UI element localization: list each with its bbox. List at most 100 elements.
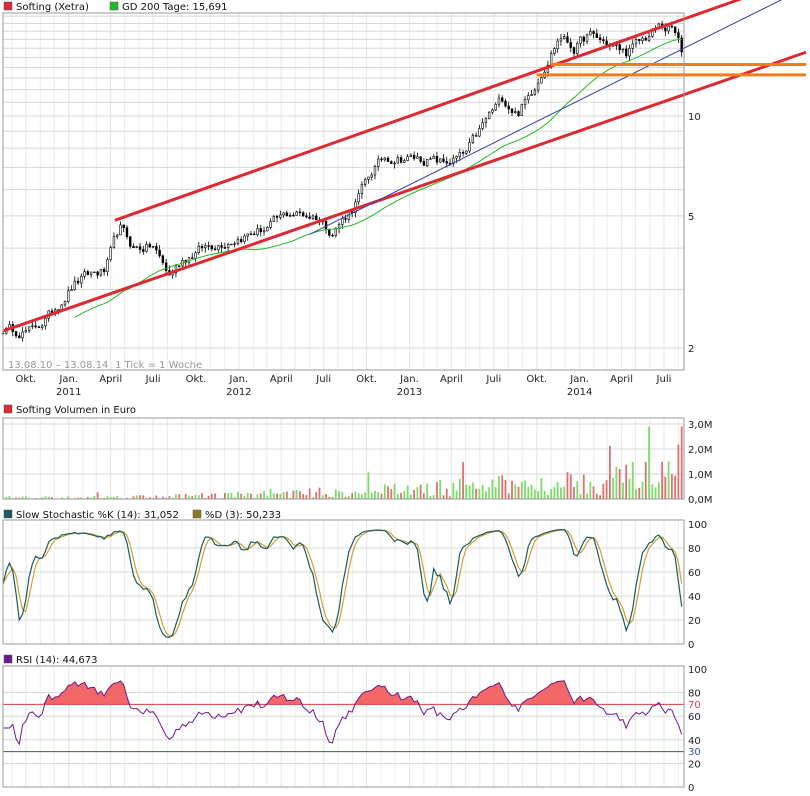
volume-bar xyxy=(540,477,543,499)
candle-body xyxy=(129,236,132,247)
volume-bar xyxy=(8,496,11,499)
candle-body xyxy=(282,212,285,216)
candle-body xyxy=(465,150,468,154)
candle-body xyxy=(288,214,292,217)
volume-bar xyxy=(305,495,308,499)
candle-body xyxy=(142,249,145,252)
volume-bar xyxy=(357,493,360,499)
candle-body xyxy=(520,104,523,116)
price-panel: 2 5 10 Softing (Xetra) GD 200 Tage: 15,691… xyxy=(1,0,807,371)
candle-body xyxy=(138,246,142,250)
stoch-d-line xyxy=(2,529,683,637)
volume-bar xyxy=(654,487,657,499)
volume-bar xyxy=(302,494,305,499)
candle-body xyxy=(474,135,478,137)
candle-body xyxy=(161,255,165,264)
candle-body xyxy=(298,211,302,214)
candle-body xyxy=(155,245,158,251)
volume-bar xyxy=(465,484,468,499)
volume-bar xyxy=(485,491,487,499)
candle-body xyxy=(246,233,249,237)
stoch-k-line xyxy=(2,528,683,639)
candle-body xyxy=(99,269,103,276)
volume-bar xyxy=(96,492,99,499)
volume-bar xyxy=(553,487,556,499)
candle-body xyxy=(148,243,152,248)
volume-bar xyxy=(664,476,667,499)
candle-body xyxy=(96,271,99,276)
candle-body xyxy=(569,42,572,48)
candle-body xyxy=(360,184,364,194)
volume-bar xyxy=(605,480,608,499)
price-y-tick: 5 xyxy=(688,212,694,223)
candle-body xyxy=(301,212,305,217)
candle-body xyxy=(471,135,475,143)
volume-bar xyxy=(47,496,50,499)
candle-body xyxy=(510,108,514,114)
candle-body xyxy=(406,156,409,161)
volume-bar xyxy=(390,489,393,499)
channel-upper-line xyxy=(114,0,743,222)
stoch-y-tick: 20 xyxy=(688,616,701,627)
candle-body xyxy=(76,280,80,284)
x-tick-label: Okt. xyxy=(15,374,36,385)
x-tick-label: Okt. xyxy=(526,374,547,385)
candle-body xyxy=(582,36,585,42)
candle-body xyxy=(631,43,634,49)
x-tick-label: April xyxy=(99,374,122,385)
volume-bar xyxy=(135,495,138,499)
candle-body xyxy=(507,105,510,110)
candle-body xyxy=(27,326,31,331)
volume-bar xyxy=(165,497,168,499)
candle-body xyxy=(194,252,197,259)
volume-bar xyxy=(227,493,230,499)
x-year-label: 2013 xyxy=(397,387,422,398)
x-tick-label: Okt. xyxy=(186,374,207,385)
volume-bar xyxy=(667,461,670,499)
candle-body xyxy=(566,36,569,43)
candle-body xyxy=(44,317,47,327)
candle-body xyxy=(269,221,272,228)
volume-bar xyxy=(498,476,500,499)
volume-bar xyxy=(641,481,644,499)
stochastic-frame xyxy=(2,519,685,645)
candle-body xyxy=(533,89,537,95)
candle-body xyxy=(341,218,344,225)
volume-bar xyxy=(520,481,523,499)
candle-body xyxy=(452,157,455,164)
candle-body xyxy=(243,235,246,243)
candle-body xyxy=(429,158,432,160)
candle-body xyxy=(393,162,396,165)
volume-bar xyxy=(491,479,494,499)
candle-body xyxy=(119,224,122,236)
volume-y-tick: 2,0M xyxy=(688,445,713,456)
volume-bar xyxy=(449,496,451,499)
candle-body xyxy=(67,290,70,302)
volume-bar xyxy=(132,496,135,499)
x-tick-label: Jan. xyxy=(58,374,78,385)
volume-bar xyxy=(279,493,282,499)
volume-bar xyxy=(5,497,8,499)
volume-bar xyxy=(175,494,177,499)
volume-panel: 0,0M 1,0M 2,0M 3,0M Softing Volumen in Euro xyxy=(2,404,713,506)
candle-body xyxy=(487,111,491,120)
volume-bar xyxy=(393,483,396,499)
x-tick-label: April xyxy=(610,374,633,385)
volume-bar xyxy=(651,484,654,499)
legend-swatch-volume xyxy=(3,404,13,414)
candle-body xyxy=(63,301,67,306)
volume-bar xyxy=(191,496,194,499)
x-tick-label: Okt. xyxy=(356,374,377,385)
candle-body xyxy=(468,142,471,152)
candle-body xyxy=(217,245,220,251)
volume-bar xyxy=(246,492,249,499)
volume-bar xyxy=(608,445,611,499)
candle-body xyxy=(673,26,677,33)
candle-body xyxy=(226,243,230,248)
volume-bar xyxy=(514,484,517,499)
volume-bar xyxy=(338,491,340,499)
stochastic-panel: 0 20 40 60 80 100 Slow Stochastic %K (14): 31… xyxy=(2,509,707,651)
candle-body xyxy=(344,218,347,220)
volume-bar xyxy=(631,461,634,499)
volume-bar xyxy=(478,488,481,499)
